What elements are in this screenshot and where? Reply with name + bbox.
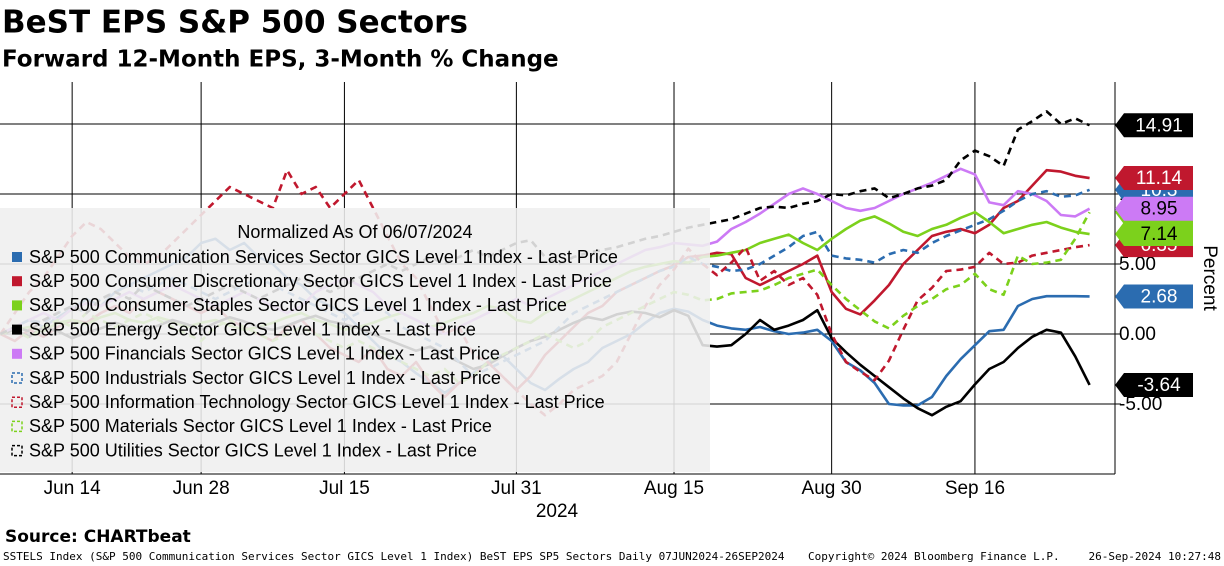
- legend-marker: [12, 324, 22, 335]
- last-value-label: -3.64: [1137, 375, 1181, 396]
- y-tick-label: -5.00: [1119, 394, 1162, 415]
- last-value-box: [1115, 372, 1193, 397]
- series-line: [0, 110, 1091, 336]
- last-value-box: [1115, 166, 1193, 191]
- last-value-box: [1115, 196, 1193, 221]
- legend-label: S&P 500 Utilities Sector GICS Level 1 In…: [29, 440, 477, 460]
- x-tick-label: Sep 16: [945, 478, 1005, 499]
- x-axis-year: 2024: [536, 501, 579, 522]
- last-value-label: 8.95: [1141, 199, 1178, 220]
- legend-label: S&P 500 Consumer Discretionary Sector GI…: [29, 271, 612, 291]
- legend-label: S&P 500 Industrials Sector GICS Level 1 …: [29, 368, 501, 388]
- last-value-label: 2.68: [1141, 286, 1178, 307]
- legend-label: S&P 500 Consumer Staples Sector GICS Lev…: [29, 295, 567, 315]
- legend-label: S&P 500 Financials Sector GICS Level 1 I…: [29, 344, 500, 364]
- legend-label: S&P 500 Materials Sector GICS Level 1 In…: [29, 416, 492, 436]
- legend-marker: [12, 252, 22, 262]
- legend-label: S&P 500 Communication Services Sector GI…: [29, 247, 618, 267]
- legend-marker: [11, 420, 23, 433]
- legend-marker: [12, 276, 22, 287]
- y-tick-label: 5.00: [1119, 254, 1156, 275]
- chart-title: BeST EPS S&P 500 Sectors: [2, 5, 468, 41]
- legend-marker: [11, 396, 23, 408]
- legend-box: [0, 208, 710, 472]
- x-tick-label: Jul 31: [491, 478, 542, 499]
- footer-center: Copyright© 2024 Bloomberg Finance L.P.: [808, 550, 1060, 563]
- x-tick-label: Aug 30: [802, 478, 862, 499]
- last-value-label: 14.91: [1135, 115, 1183, 136]
- legend-marker: [12, 300, 22, 311]
- last-value-box: [1115, 113, 1193, 138]
- source: Source: CHARTbeat: [5, 527, 191, 547]
- y-axis-label: Percent: [1199, 245, 1220, 311]
- legend-marker: [11, 444, 23, 457]
- last-value-label: 7.14: [1141, 224, 1178, 245]
- x-tick-label: Jun 28: [173, 478, 230, 499]
- legend-label: S&P 500 Information Technology Sector GI…: [29, 392, 605, 412]
- x-tick-label: Jun 14: [44, 478, 101, 499]
- chart-subtitle: Forward 12-Month EPS, 3-Month % Change: [2, 47, 559, 73]
- last-value-box: [1115, 222, 1193, 247]
- footer-left: SSTELS Index (S&P 500 Communication Serv…: [3, 550, 785, 563]
- footer-right: 26-Sep-2024 10:27:48: [1089, 550, 1221, 563]
- legend-label: S&P 500 Energy Sector GICS Level 1 Index…: [29, 319, 476, 339]
- y-tick-label: 0.00: [1119, 324, 1156, 345]
- legend-marker: [12, 348, 22, 359]
- legend-marker: [11, 372, 23, 384]
- last-value-box: [1115, 284, 1193, 309]
- legend-title: Normalized As Of 06/07/2024: [237, 222, 472, 242]
- last-value-label: 11.14: [1136, 168, 1183, 189]
- x-tick-label: Jul 15: [319, 478, 370, 499]
- x-tick-label: Aug 15: [644, 478, 704, 499]
